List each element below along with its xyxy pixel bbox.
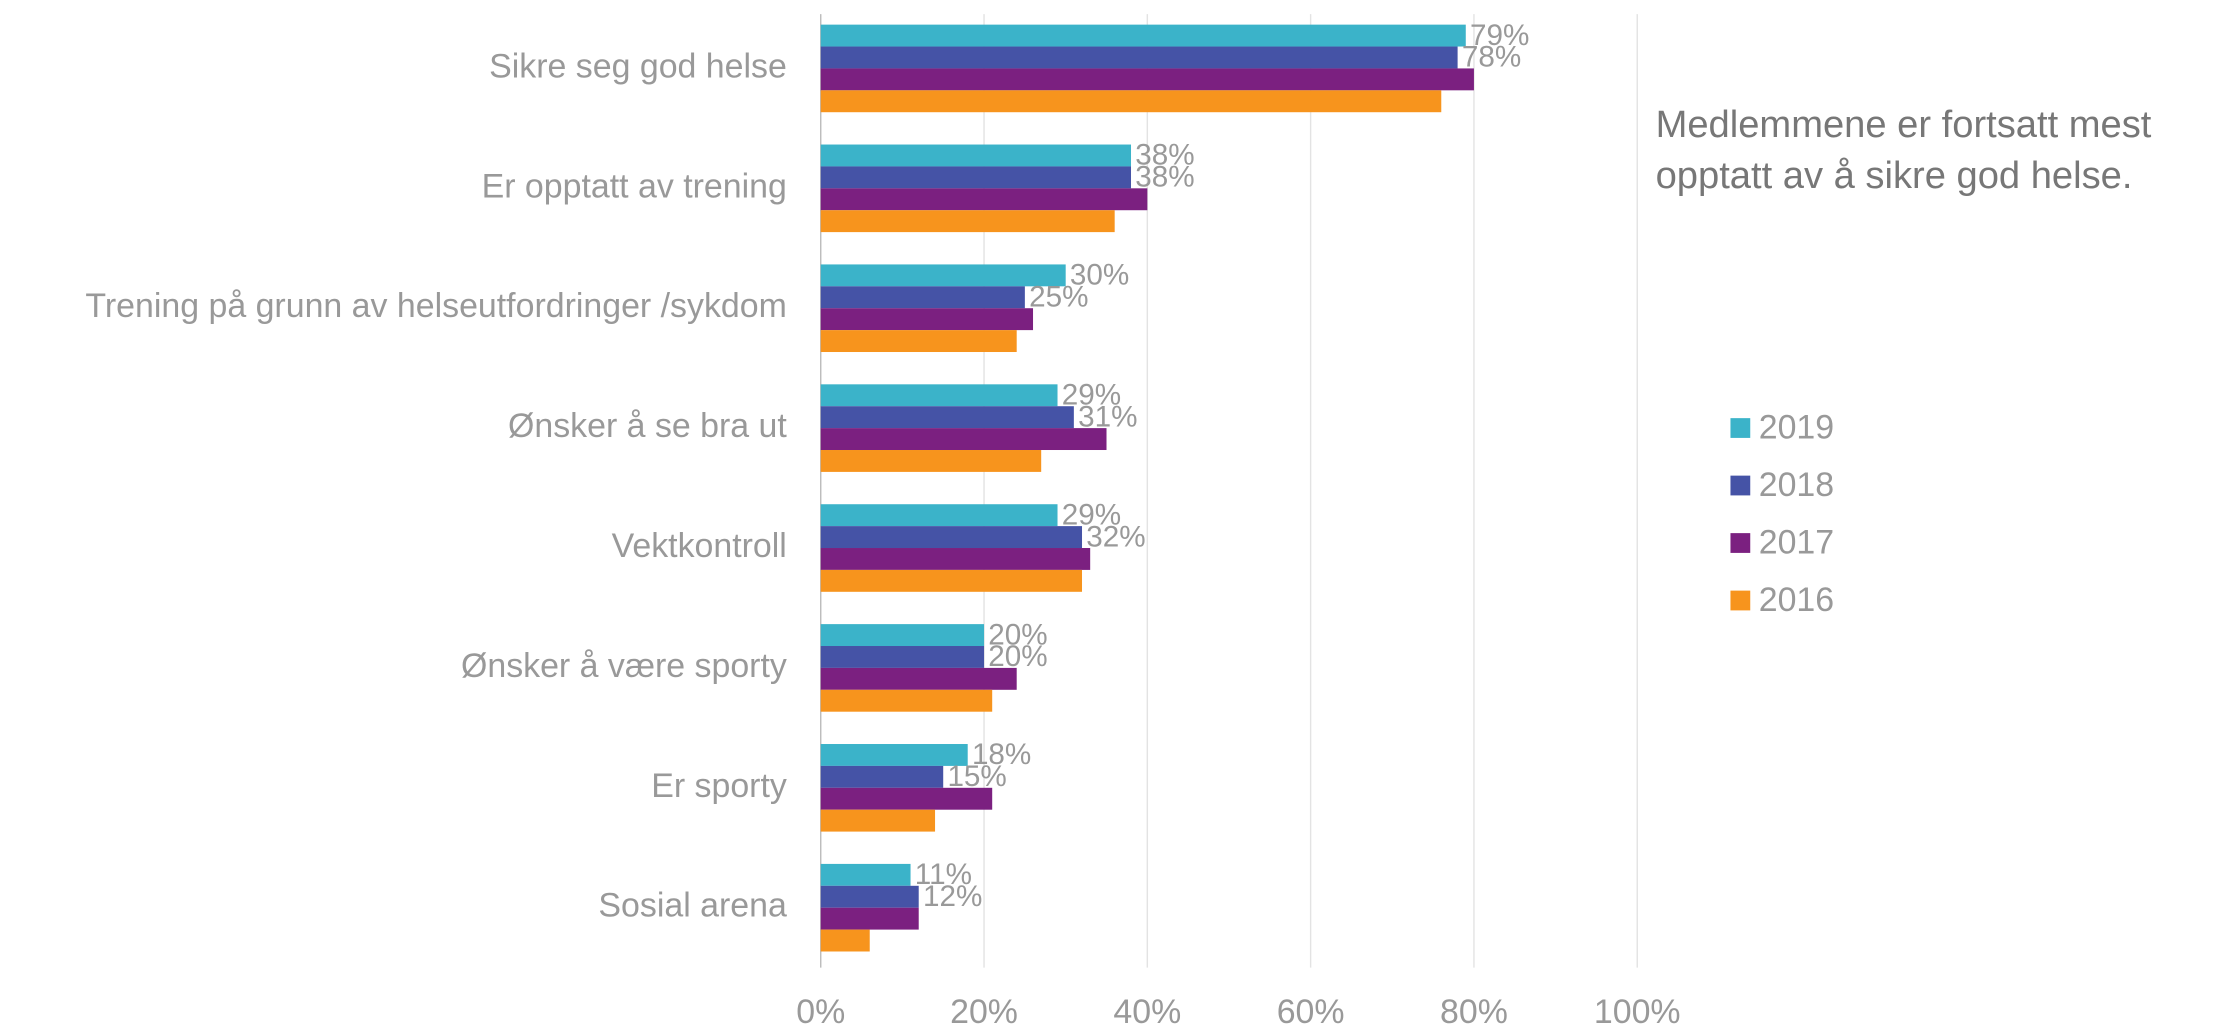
bar <box>820 863 911 886</box>
annotation: opptatt av å sikre god helse. <box>1656 154 2133 197</box>
y-tick-label: Er opptatt av trening <box>482 167 787 205</box>
legend-swatch <box>1730 590 1751 611</box>
bar <box>820 188 1148 211</box>
bar <box>820 264 1066 287</box>
bar <box>820 166 1132 189</box>
legend-label: 2019 <box>1759 408 1834 446</box>
data-label: 11% <box>915 858 972 891</box>
bar <box>820 90 1442 113</box>
bar <box>820 667 1017 690</box>
x-tick-label: 40% <box>1113 993 1181 1030</box>
y-tick-label: Trening på grunn av helseutfordringer /s… <box>85 287 786 325</box>
y-tick-label: Sosial arena <box>598 887 787 925</box>
bar <box>820 24 1466 47</box>
y-tick-label: Sikre seg god helse <box>489 47 787 85</box>
legend-label: 2018 <box>1759 466 1834 504</box>
y-tick-label: Ønsker å være sporty <box>461 647 787 685</box>
bar <box>820 624 985 647</box>
y-tick-label: Ønsker å se bra ut <box>508 407 787 445</box>
data-label: 29% <box>1062 379 1121 412</box>
data-label: 15% <box>947 760 1006 793</box>
bar <box>820 330 1017 353</box>
bar <box>820 286 1025 309</box>
bar <box>820 144 1132 167</box>
bar <box>820 907 919 930</box>
data-label: 12% <box>923 880 982 913</box>
x-tick-label: 80% <box>1440 993 1508 1030</box>
data-label: 29% <box>1062 498 1121 531</box>
data-label: 79% <box>1470 19 1529 52</box>
bar <box>820 646 985 668</box>
bar <box>820 526 1083 549</box>
legend-swatch <box>1730 533 1751 553</box>
data-label: 32% <box>1086 520 1145 553</box>
data-label: 25% <box>1029 281 1088 314</box>
legend-swatch <box>1730 418 1751 438</box>
bar <box>820 210 1115 233</box>
data-label: 30% <box>1070 259 1129 292</box>
bar <box>820 929 870 952</box>
bar <box>820 68 1474 91</box>
legend-swatch <box>1730 475 1751 496</box>
data-label: 38% <box>1135 139 1194 172</box>
bar <box>820 504 1058 527</box>
data-label: 78% <box>1462 41 1521 74</box>
x-tick-label: 100% <box>1594 993 1681 1030</box>
bar <box>820 689 993 712</box>
data-label: 20% <box>988 640 1047 673</box>
data-label: 31% <box>1078 400 1137 433</box>
annotation: Medlemmene er fortsatt mest <box>1656 103 2152 146</box>
bar <box>820 885 919 908</box>
bar <box>820 569 1083 592</box>
data-label: 38% <box>1135 161 1194 194</box>
bar <box>820 744 968 766</box>
bar <box>820 787 993 810</box>
x-tick-label: 60% <box>1277 993 1345 1030</box>
data-label: 20% <box>988 618 1047 651</box>
bar <box>820 450 1042 472</box>
bar <box>820 308 1034 331</box>
y-tick-label: Er sporty <box>651 767 787 805</box>
x-tick-label: 0% <box>796 993 845 1030</box>
legend-label: 2017 <box>1759 523 1834 561</box>
bar <box>820 406 1074 429</box>
bar <box>820 548 1091 570</box>
y-tick-label: Vektkontroll <box>612 527 787 565</box>
bar <box>820 765 944 788</box>
x-tick-label: 20% <box>950 993 1018 1030</box>
bar <box>820 428 1107 451</box>
legend-label: 2016 <box>1759 581 1834 619</box>
bar <box>820 46 1458 69</box>
data-label: 18% <box>972 738 1031 771</box>
bar <box>820 384 1058 407</box>
bar <box>820 809 936 832</box>
